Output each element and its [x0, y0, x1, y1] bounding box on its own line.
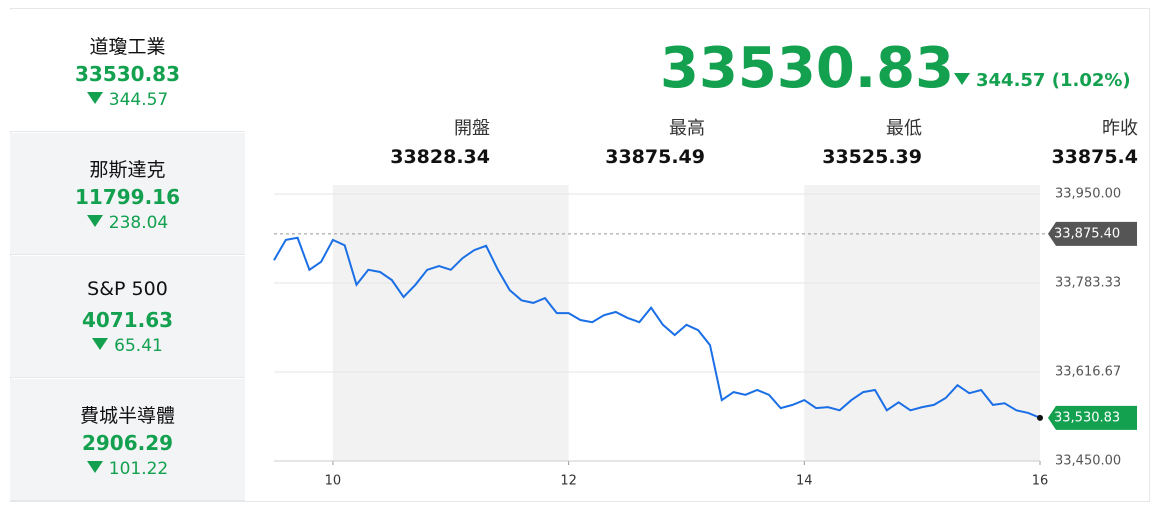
stat-value: 33525.39	[822, 146, 922, 168]
index-price: 11799.16	[74, 185, 180, 209]
index-change: 238.04	[10, 213, 245, 233]
stat: 昨收 33875.4	[938, 114, 1138, 168]
index-change: 344.57	[10, 90, 245, 110]
change-value: 344.57	[108, 90, 169, 110]
widget	[10, 8, 1150, 502]
y-tick-label: 33,783.33	[1055, 276, 1121, 291]
y-tick-label: 33,950.00	[1055, 187, 1121, 202]
price: 33530.83	[660, 36, 955, 101]
y-tick-label: 33,450.00	[1055, 454, 1121, 469]
last-tag	[1048, 405, 1137, 430]
stat-label: 開盤	[454, 118, 490, 139]
y-tick-label: 33,616.67	[1055, 364, 1121, 379]
band	[332, 185, 569, 461]
index-change: 65.41	[10, 336, 245, 356]
index-name: 費城半導體	[79, 405, 175, 427]
stat-label: 昨收	[1102, 118, 1138, 139]
change-value: 65.41	[114, 336, 163, 356]
x-tick-label: 16	[1032, 474, 1049, 489]
change-text: 344.57 (1.02%)	[976, 70, 1131, 91]
index-tab[interactable]: 道瓊工業 33530.83 344.57	[10, 10, 245, 132]
change: 344.57 (1.02%)	[954, 70, 1131, 91]
index-change: 101.22	[10, 459, 245, 479]
stat-value: 33875.49	[605, 146, 705, 168]
index-name: 那斯達克	[89, 159, 166, 181]
price-line	[273, 236, 1041, 419]
change-value: 238.04	[108, 213, 169, 233]
stat-value: 33828.34	[390, 146, 490, 168]
stat: 最高 33875.49	[505, 114, 705, 168]
stat-value: 33875.4	[1051, 146, 1138, 168]
band	[804, 185, 1040, 461]
reference-tag	[1048, 221, 1137, 246]
stat: 開盤 33828.34	[290, 114, 490, 168]
reference-label: 33,875.40	[1054, 226, 1120, 241]
index-price: 2906.29	[81, 431, 174, 455]
index-tab[interactable]: 那斯達克 11799.16 238.04	[10, 133, 245, 255]
last-label: 33,530.83	[1054, 410, 1120, 425]
last-point	[1037, 414, 1043, 421]
index-name: S&P 500	[87, 278, 168, 300]
index-tab[interactable]: 費城半導體 2906.29 101.22	[10, 379, 245, 501]
x-tick-label: 14	[796, 474, 813, 489]
index-price: 4071.63	[81, 308, 174, 332]
x-tick-label: 10	[325, 474, 342, 489]
stat-label: 最高	[669, 118, 705, 139]
index-tab[interactable]: S&P 500 4071.63 65.41	[10, 256, 245, 378]
x-tick-label: 12	[560, 474, 577, 489]
stat-label: 最低	[886, 118, 922, 139]
stat: 最低 33525.39	[722, 114, 922, 168]
index-price: 33530.83	[74, 62, 180, 86]
change-value: 101.22	[108, 459, 169, 479]
index-name: 道瓊工業	[89, 36, 166, 58]
